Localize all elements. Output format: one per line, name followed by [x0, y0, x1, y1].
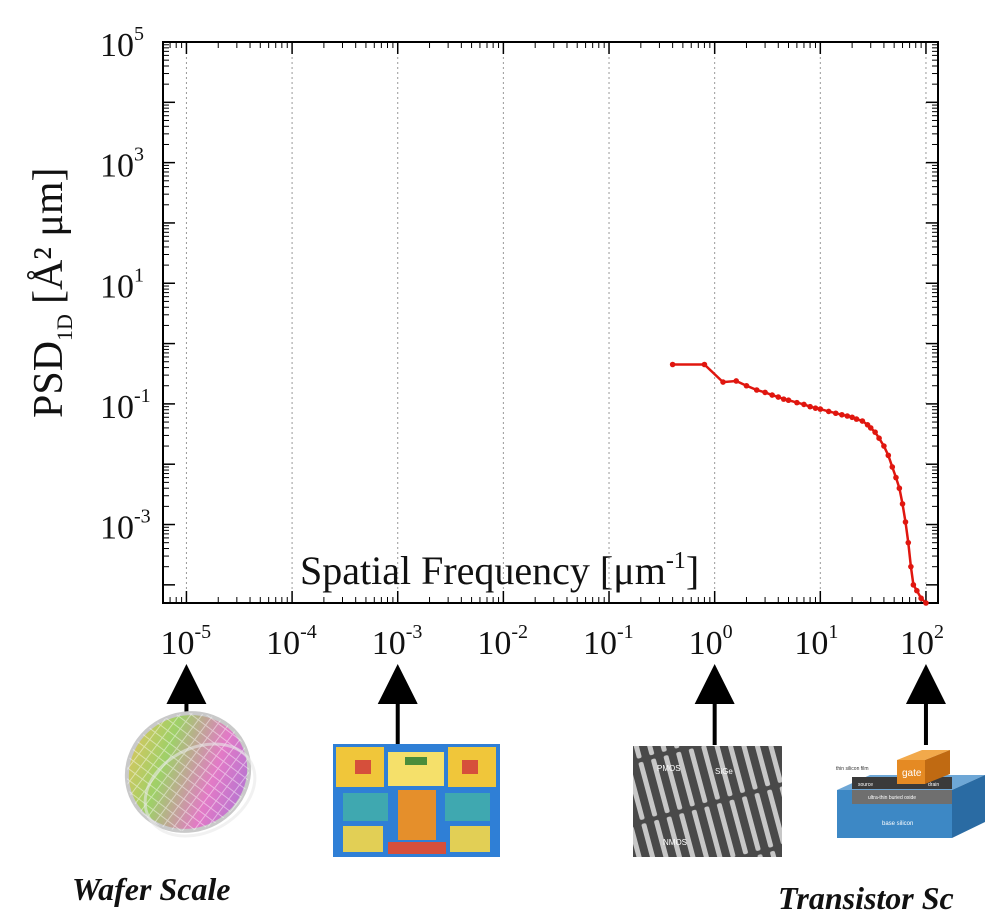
- data-point: [889, 464, 896, 470]
- data-point: [743, 382, 750, 389]
- data-point: [817, 406, 824, 412]
- transistor-label-source: source: [858, 782, 873, 788]
- x-tick-label: 10-3: [372, 621, 423, 662]
- data-point: [844, 413, 851, 419]
- caption-transistor-scale: Transistor Sc: [778, 880, 954, 911]
- data-point: [839, 411, 845, 418]
- x-grid: [185, 42, 927, 603]
- y-axis-label-main: PSD: [26, 341, 72, 418]
- transistor-label-film: thin silicon film: [836, 766, 869, 772]
- axis-ticks: [163, 41, 938, 603]
- data-point: [910, 582, 917, 588]
- x-tick-label: 10-5: [160, 621, 211, 662]
- data-point: [885, 452, 892, 459]
- y-tick-label: 10-1: [100, 385, 151, 426]
- y-axis-label-sub: 1D: [52, 314, 77, 341]
- x-axis-label-end: ]: [686, 548, 699, 593]
- data-point: [832, 410, 839, 417]
- data-point: [669, 361, 676, 368]
- x-tick-label: 10-2: [477, 621, 528, 662]
- y-tick-label: 10-3: [100, 506, 151, 547]
- y-tick-labels: 105 103 101 10-1 10-3: [100, 23, 151, 547]
- data-point: [769, 392, 775, 398]
- transistor-label-gate: gate: [902, 768, 922, 779]
- x-axis-label: Spatial Frequency [μm-1]: [300, 548, 699, 593]
- x-tick-label: 102: [900, 621, 944, 662]
- data-point: [867, 425, 874, 431]
- data-point: [876, 435, 882, 441]
- data-point: [785, 397, 792, 404]
- data-point: [896, 485, 903, 492]
- scale-arrows: [166, 664, 946, 745]
- data-point: [905, 539, 912, 546]
- series-line: [672, 363, 927, 604]
- data-point: [872, 429, 878, 435]
- transistor-label-drain: drain: [928, 782, 939, 788]
- transistor-label-base: base silicon: [882, 821, 913, 827]
- sem-image: PMOS SiGe NMOS: [633, 746, 782, 857]
- data-point: [908, 563, 914, 570]
- data-point: [701, 361, 708, 368]
- data-point: [881, 443, 887, 449]
- y-tick-label: 105: [100, 23, 144, 64]
- data-point: [893, 474, 899, 481]
- x-tick-label: 101: [794, 621, 838, 662]
- y-tick-label: 103: [100, 144, 144, 185]
- data-point: [720, 379, 726, 385]
- sem-label-nmos: NMOS: [663, 838, 687, 847]
- x-tick-label: 10-1: [583, 621, 634, 662]
- data-point: [914, 587, 920, 594]
- x-tick-labels: 10-5 10-4 10-3 10-2 10-1 100 101 102: [160, 621, 944, 662]
- data-point: [807, 403, 813, 410]
- y-axis-label: PSD1D [Å² μm]: [26, 167, 77, 418]
- plot-frame: [162, 41, 939, 604]
- data-point: [902, 519, 909, 525]
- data-point: [801, 401, 807, 408]
- data-point: [918, 595, 924, 602]
- wafer-image: [124, 711, 257, 838]
- data-point: [733, 378, 740, 384]
- data-point: [899, 501, 906, 507]
- x-tick-label: 10-4: [266, 621, 317, 662]
- sem-label-pmos: PMOS: [657, 764, 681, 773]
- series-psd: [669, 361, 929, 606]
- y-tick-label: 101: [100, 264, 144, 305]
- y-axis-label-end: [Å² μm]: [26, 167, 72, 304]
- data-point: [812, 405, 819, 411]
- die-image: [333, 744, 500, 857]
- data-point: [753, 387, 760, 393]
- data-point: [794, 399, 800, 406]
- data-point: [775, 394, 782, 400]
- data-point: [825, 408, 832, 415]
- data-point: [849, 414, 855, 421]
- transistor-label-oxide: ultra-thin buried oxide: [868, 795, 916, 801]
- data-point: [762, 389, 768, 396]
- data-point: [780, 396, 787, 402]
- data-point: [923, 600, 929, 606]
- x-tick-label: 100: [689, 621, 733, 662]
- caption-wafer-scale: Wafer Scale: [72, 871, 230, 907]
- sem-label-sige: SiGe: [715, 767, 733, 776]
- x-axis-label-sup: -1: [666, 548, 686, 574]
- data-point: [859, 418, 866, 424]
- x-axis-label-main: Spatial Frequency [μm: [300, 548, 666, 593]
- transistor-image: gate thin silicon film ultra-thin buried…: [836, 750, 985, 838]
- data-point: [853, 416, 860, 422]
